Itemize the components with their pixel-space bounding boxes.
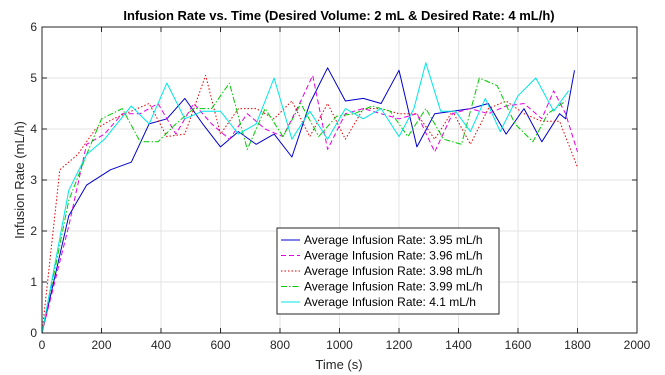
x-tick-label: 600 (210, 338, 230, 352)
x-tick-label: 800 (270, 338, 290, 352)
y-tick-label: 6 (30, 20, 37, 34)
x-axis-label: Time (s) (315, 357, 362, 372)
x-tick-label: 1000 (326, 338, 353, 352)
y-tick-label: 1 (30, 275, 37, 289)
axis-ticks: 0 200 400 600 800 1000 1200 1400 1600 1800 2000 0 1 2… (30, 20, 650, 352)
x-tick-label: 200 (91, 338, 111, 352)
x-tick-label: 1600 (505, 338, 532, 352)
series-line-5 (41, 62, 570, 334)
x-tick-label: 2000 (624, 338, 651, 352)
chart-title: Infusion Rate vs. Time (Desired Volume: … (123, 8, 554, 23)
x-tick-label: 1200 (386, 338, 413, 352)
legend-label-5: Average Infusion Rate: 4.1 mL/h (304, 295, 476, 309)
legend-label-2: Average Infusion Rate: 3.96 mL/h (304, 249, 483, 263)
series-line-3 (41, 74, 578, 334)
legend-label-3: Average Infusion Rate: 3.98 mL/h (304, 264, 483, 278)
legend-box (276, 227, 500, 315)
legend-label-4: Average Infusion Rate: 3.99 mL/h (304, 280, 483, 294)
y-tick-label: 5 (30, 71, 37, 85)
x-tick-label: 1400 (445, 338, 472, 352)
y-axis-label: Infusion Rate (mL/h) (12, 121, 27, 239)
legend-label-1: Average Infusion Rate: 3.95 mL/h (304, 233, 483, 247)
series-lines (41, 62, 578, 334)
series-line-4 (41, 77, 566, 334)
y-tick-label: 0 (30, 326, 37, 340)
x-tick-label: 0 (39, 338, 46, 352)
x-tick-label: 400 (151, 338, 171, 352)
legend: Average Infusion Rate: 3.95 mL/h Average … (276, 227, 500, 315)
y-tick-label: 2 (30, 224, 37, 238)
y-tick-label: 3 (30, 173, 37, 187)
y-tick-label: 4 (30, 122, 37, 136)
x-tick-label: 1800 (564, 338, 591, 352)
